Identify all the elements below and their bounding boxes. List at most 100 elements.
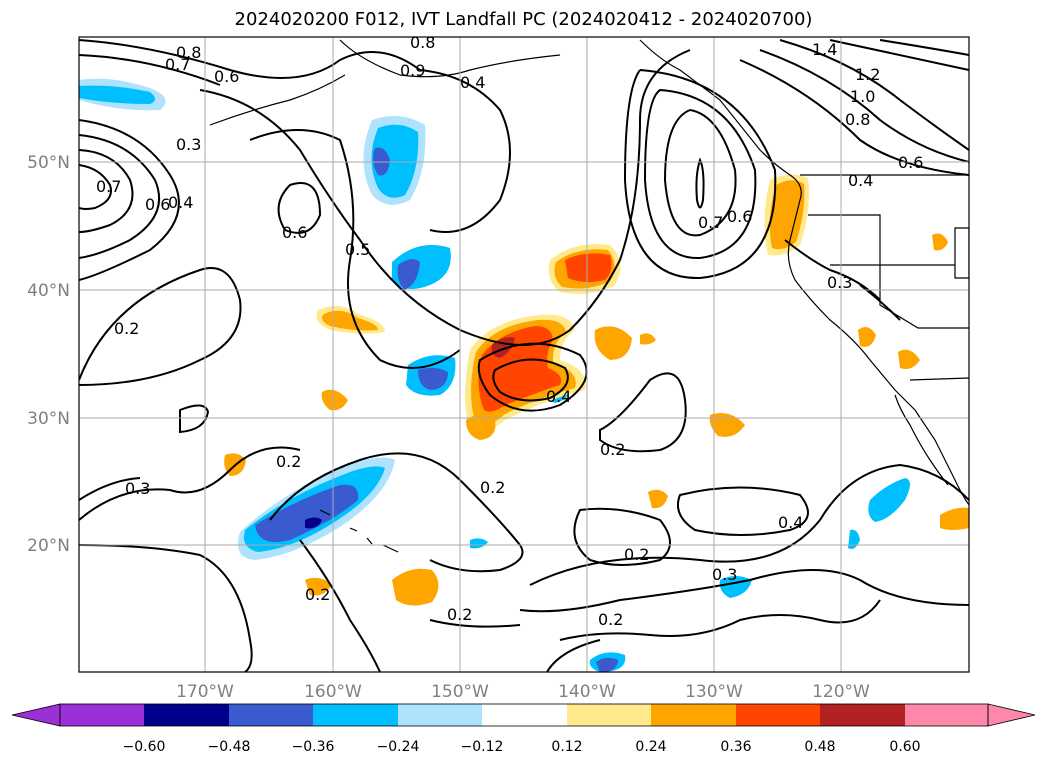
contour-line [599,372,687,453]
contour-label: 0.6 [145,195,170,214]
colorbar-segment [905,704,988,726]
contour-label: 0.2 [624,545,649,564]
colorbar-tick: −0.48 [208,739,251,755]
contour-line [269,452,524,573]
contour-label: 0.2 [114,319,139,338]
contour-label: 0.4 [778,513,803,532]
state-border-1 [808,214,881,265]
map-title: 2024020200 F012, IVT Landfall PC (202402… [234,9,813,30]
neg-area-center-core [418,367,448,390]
colorbar-tick: 0.48 [804,739,835,755]
colorbar-border [59,703,989,727]
contour-line [784,239,881,301]
contour-label: 0.6 [727,207,752,226]
colorbar-tick: 0.12 [551,739,582,755]
canada-box [954,227,969,279]
lon-labels: 170°W 160°W 150°W 140°W 130°W 120°W [176,682,870,702]
contour-label: 0.6 [214,67,239,86]
contour-label: 0.2 [598,610,623,629]
contour-label: 0.2 [600,440,625,459]
contour-label: 0.7 [96,177,121,196]
pos-area-sm7 [648,489,668,509]
lat-label-30n: 30°N [27,409,70,429]
contour-line [559,599,881,641]
neg-area-north-central-max [373,147,390,176]
colorbar-segment [567,704,651,726]
colorbar-segment [229,704,313,726]
contour-line [529,463,969,586]
lon-label-160w: 160°W [304,682,362,702]
contour-line [879,39,969,56]
contour-line [299,539,381,672]
contour-label: 0.4 [460,73,485,92]
contour-line [663,108,737,237]
neg-area-east [868,478,910,522]
contour-label: 0.7 [698,213,723,232]
lon-label-170w: 170°W [176,682,234,702]
contour-line [79,544,253,672]
coastline-north-america [639,39,969,506]
alaska-coast [339,39,561,78]
pos-area-sm5 [321,389,348,411]
contour-line [199,49,691,346]
lon-label-120w: 120°W [812,682,870,702]
colorbar-segment [651,704,736,726]
contour-label: 1.2 [855,65,880,84]
contour-line [779,39,969,151]
colorbar-tick: −0.60 [123,739,166,755]
contour-label: 0.8 [845,110,870,129]
contour-line [79,134,160,259]
colorbar: −0.60 −0.48 −0.36 −0.24 −0.12 0.12 0.24 … [11,703,1036,755]
contour-label: 0.6 [898,153,923,172]
contour-label: 0.4 [168,193,193,212]
pos-area-sm1 [594,326,632,360]
colorbar-tick: 0.24 [635,739,666,755]
gridlines [79,37,969,672]
colorbar-tick: −0.36 [292,739,335,755]
contour-label: 0.2 [480,478,505,497]
us-mexico-border [909,377,969,381]
state-border-3 [879,265,969,329]
contour-label-group: 0.8 0.7 0.6 0.3 0.7 0.6 0.4 0.6 0.5 0.2 … [96,33,923,629]
colorbar-tick: −0.12 [461,739,504,755]
contour-label: 0.6 [282,223,307,242]
contour-line [419,69,511,233]
pos-area-sm8 [940,507,969,530]
neg-area-southwest-max [305,517,322,529]
contour-label: 0.5 [345,240,370,259]
contour-label: 0.3 [125,479,150,498]
coastlines [209,39,969,553]
contour-label: 1.0 [850,87,875,106]
contour-line [695,157,705,209]
contour-line [429,619,521,628]
contour-label: 1.4 [812,40,837,59]
pos-area-north-center-strong [565,253,612,283]
lat-label-40n: 40°N [27,281,70,301]
contour-line [573,507,671,566]
colorbar-tick: 0.60 [889,739,920,755]
contour-line [277,182,322,234]
neg-area-dot [470,538,488,549]
contour-line [492,358,569,402]
contour-line [249,129,461,369]
neg-area-south-core [596,657,618,672]
contour-label: 0.2 [276,452,301,471]
contour-line [79,149,134,233]
contour-line [623,69,777,280]
pos-area-sm11 [898,349,920,369]
pos-area-sm6 [466,415,496,440]
lon-label-140w: 140°W [558,682,616,702]
pos-area-sm9 [305,577,332,596]
lon-label-130w: 130°W [685,682,743,702]
colorbar-segment [313,704,398,726]
contour-label: 0.8 [410,33,435,52]
lat-label-20n: 20°N [27,536,70,556]
neg-area-northwest-core [79,85,155,104]
contour-line [829,39,969,71]
contour-line [759,49,969,163]
colorbar-tick: −0.24 [377,739,420,755]
contour-label: 0.3 [827,273,852,292]
colorbar-segment [736,704,820,726]
colorbar-segment [482,704,567,726]
neg-area-east-sliver [848,529,860,549]
